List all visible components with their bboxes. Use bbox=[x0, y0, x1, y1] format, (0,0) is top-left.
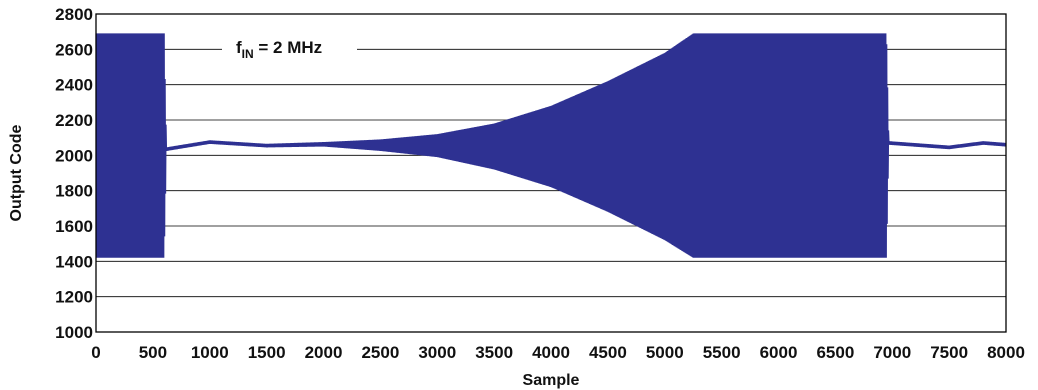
annotation-fin: fIN = 2 MHz bbox=[236, 38, 322, 61]
x-tick-500: 500 bbox=[139, 343, 167, 362]
x-tick-1000: 1000 bbox=[191, 343, 229, 362]
y-tick-2600: 2600 bbox=[55, 40, 93, 59]
y-tick-1800: 1800 bbox=[55, 182, 93, 201]
signal-trace bbox=[95, 33, 1007, 258]
plot-frame bbox=[95, 13, 1007, 333]
y-tick-labels: 1000 1200 1400 1600 1800 2000 2200 2400 2600 2800 bbox=[55, 5, 93, 342]
y-tick-1600: 1600 bbox=[55, 217, 93, 236]
y-tick-2200: 2200 bbox=[55, 111, 93, 130]
signal-series bbox=[95, 33, 1007, 258]
x-tick-5500: 5500 bbox=[703, 343, 741, 362]
y-tick-1400: 1400 bbox=[55, 252, 93, 271]
y-tick-2400: 2400 bbox=[55, 76, 93, 95]
y-axis-title: Output Code bbox=[8, 124, 25, 221]
x-tick-7000: 7000 bbox=[873, 343, 911, 362]
annotation-background bbox=[222, 33, 357, 61]
x-tick-3500: 3500 bbox=[475, 343, 513, 362]
x-tick-3000: 3000 bbox=[418, 343, 456, 362]
x-tick-4000: 4000 bbox=[532, 343, 570, 362]
x-tick-6500: 6500 bbox=[816, 343, 854, 362]
y-tick-2800: 2800 bbox=[55, 5, 93, 24]
x-tick-6000: 6000 bbox=[760, 343, 798, 362]
x-tick-labels: 0 500 1000 1500 2000 2500 3000 3500 4000 4500 5000… bbox=[91, 343, 1025, 362]
x-tick-4500: 4500 bbox=[589, 343, 627, 362]
y-tick-2000: 2000 bbox=[55, 146, 93, 165]
x-tick-7500: 7500 bbox=[930, 343, 968, 362]
x-tick-5000: 5000 bbox=[646, 343, 684, 362]
x-axis-title: Sample bbox=[523, 372, 580, 389]
x-tick-2000: 2000 bbox=[305, 343, 343, 362]
x-tick-8000: 8000 bbox=[987, 343, 1025, 362]
x-tick-2500: 2500 bbox=[361, 343, 399, 362]
y-tick-1000: 1000 bbox=[55, 323, 93, 342]
x-tick-1500: 1500 bbox=[248, 343, 286, 362]
y-tick-1200: 1200 bbox=[55, 288, 93, 307]
x-tick-0: 0 bbox=[91, 343, 100, 362]
